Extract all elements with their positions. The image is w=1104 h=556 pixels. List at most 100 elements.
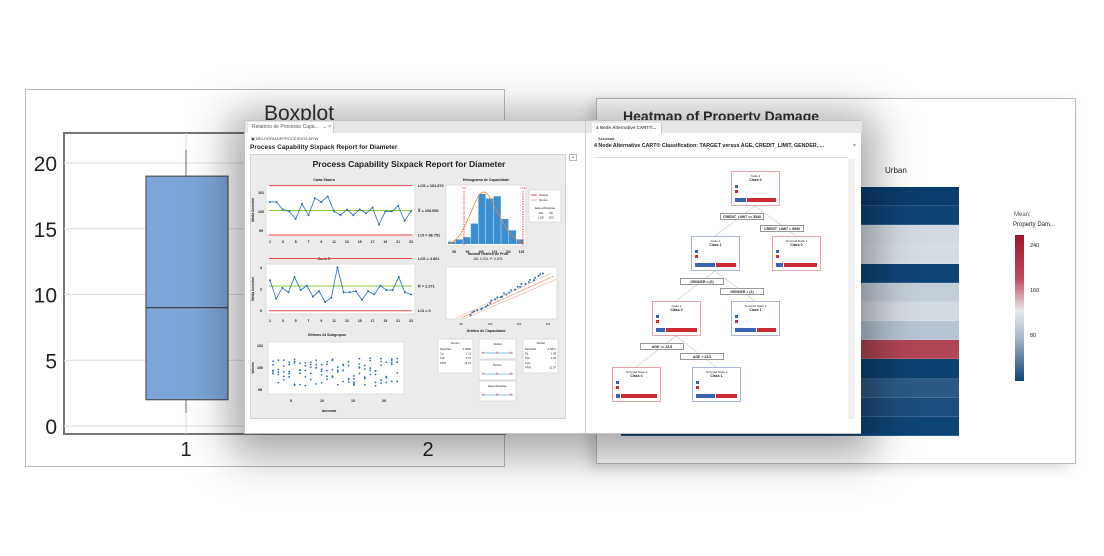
spec-value: 99 [549,211,553,215]
prob-point [541,272,544,275]
prob-point [519,285,522,288]
xbar-chart-point [269,200,271,203]
subgroup-point [326,369,328,372]
r-chart-x-tick: 11 [332,319,336,323]
class-distribution-bar [776,263,817,267]
r-chart-point [397,276,400,279]
node-class: Class 0 [630,374,643,378]
histogram-bar [470,223,478,244]
subgroup-point [277,371,280,374]
tab-sixpack[interactable]: Relatório de Processo Capa... ⌄ × [248,122,334,133]
xbar-chart-x-tick: 3 [282,240,284,244]
overall-stats-label: PPM [525,365,532,369]
tree-node[interactable]: Node 1 Class 0 [731,171,780,206]
xbar-chart-x-tick: 1 [269,240,271,244]
node-title: Node 2 [710,239,721,243]
close-icon[interactable]: ⌄ × [322,124,332,130]
xbar-chart-point [371,206,374,209]
tab-cart[interactable]: 4 Node Alternative CART®... [592,123,662,134]
r-chart-point [391,289,394,292]
tree-node[interactable]: Terminal Node 2 Class 1 [731,301,780,336]
subgroup-point [380,357,382,360]
subgroup-point [363,377,366,380]
xbar-chart-center-label: X̿ = 100.050 [417,209,438,213]
subgroup-point [282,371,285,373]
xbar-chart-lcl-label: LCI = 98.751 [418,233,440,237]
normal-x-tick: 100 [488,322,493,326]
subgroup-point [369,369,372,372]
tree-node[interactable]: Node 2 Class 1 [691,236,740,271]
subgroup-point [304,361,307,364]
subgroup-point [347,378,350,381]
tree-node[interactable]: Terminal Node 3 Class 0 [612,367,661,402]
r-chart-x-tick: 17 [371,319,375,323]
xbar-chart-point [320,200,323,203]
legend-title-1: Mean: [1014,212,1031,218]
xbar-chart-x-tick: 9 [320,240,322,244]
file-name: ▣ MELHORIADEPROCESSOS.MTW [251,136,319,141]
scrollbar[interactable] [848,159,855,419]
xbar-chart-point [307,214,310,217]
subgroup-point [396,372,399,374]
worksheet-icon: ▣ [251,136,256,141]
subgroup-point [363,368,366,370]
subgroup-point [396,380,399,383]
subgroup-point [299,383,301,386]
subgroup-point [299,372,301,375]
within-stats-value: 1.11 [466,352,472,356]
tree-node[interactable]: Node 3 Class 0 [652,301,701,336]
node-class: Class 1 [749,308,762,312]
subgroup-point [288,370,291,373]
prob-point [510,289,513,292]
tree-node[interactable]: Terminal Node 1 Class 0 [772,236,821,271]
subgroup-point [342,369,345,372]
cart-header: 4 Node Alternative CART® Classification:… [594,143,825,149]
subgroup-point [385,375,388,378]
legend-tick: 160 [1030,288,1040,294]
subgroup-point [353,381,355,383]
capability-interval-title: Dentro [493,363,502,367]
r-chart-point [324,301,327,304]
xbar-chart-x-tick: 23 [409,240,413,244]
xbar-chart-point [365,212,368,215]
tree-node[interactable]: Terminal Node 4 Class 1 [692,367,741,402]
subgroup-point [336,383,339,386]
histogram-x-tick: 100 [478,250,484,254]
subgroup-point [304,364,307,367]
xbar-chart-point [345,208,348,211]
subgroup-point [363,383,366,386]
r-chart-x-tick: 9 [320,319,322,323]
prob-point [480,307,483,310]
r-chart-point [330,296,333,299]
xbar-chart-point [288,210,291,213]
subgroup-point [380,379,382,382]
last-x-tick: 20 [382,399,386,403]
class-distribution-bar [616,394,657,398]
box [145,175,229,401]
legend-tick: 80 [1030,333,1037,339]
last-x-label: Amostra [322,409,338,413]
subgroup-point [309,366,312,369]
histogram-bar [501,219,509,244]
r-chart-point [410,293,412,296]
r-chart-ucl-label: LCS = 4.801 [418,257,439,261]
last-subgroups-title: Últimos 24 Subgrupos [308,332,346,337]
last-y-tick: 98 [258,388,262,392]
chevron-down-icon[interactable]: ⌄ [569,154,577,161]
r-chart-lcl-label: LCI = 0 [418,309,431,313]
subgroup-point [369,373,372,376]
overall-stats [522,338,559,374]
close-icon[interactable]: × [853,143,856,149]
boxplot-title: Boxplot [264,102,335,125]
subgroup-point [288,375,291,378]
xbar-chart-point [326,195,329,198]
capability-interval-title: Especificações [488,384,507,388]
spec-marker: + [510,351,513,357]
xbar-chart-point [352,214,355,217]
subgroup-point [293,384,296,387]
last-y-tick: 102 [257,344,263,348]
subgroup-point [304,375,307,378]
r-chart-x-tick: 21 [396,319,400,323]
r-chart-x-tick: 15 [358,319,362,323]
subgroup-point [282,375,285,378]
